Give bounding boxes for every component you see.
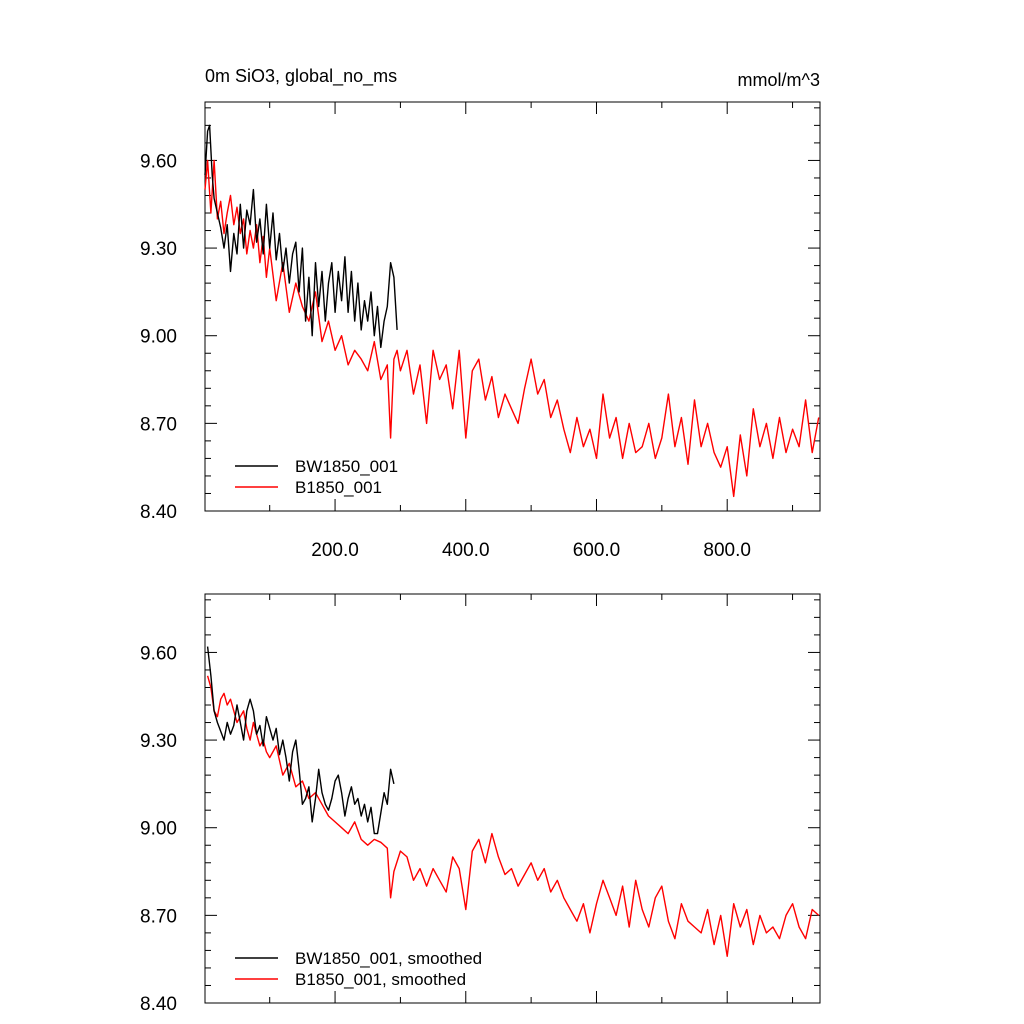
- x-axis: 200.0 400.0 600.0 800.0: [311, 540, 751, 561]
- axis-ticks: [205, 594, 820, 1004]
- plot-frame: [204, 101, 821, 512]
- legend-label: B1850_001, smoothed: [295, 970, 466, 989]
- series-line-bw1850-001: [204, 124, 398, 349]
- legend: BW1850_001 B1850_001: [235, 457, 398, 497]
- x-tick-label: 800.0: [703, 540, 751, 561]
- series-line-b1850-001: [204, 159, 820, 498]
- plot-frame: [204, 593, 821, 1004]
- y-tick-label: 9.60: [140, 643, 177, 664]
- chart-panel-top: 0m SiO3, global_no_ms mmol/m^3 8.40 8.70 9…: [140, 66, 821, 561]
- y-tick-label: 9.00: [140, 327, 177, 348]
- y-tick-label: 9.30: [140, 239, 177, 260]
- y-tick-label: 8.40: [140, 502, 177, 523]
- chart-panel-bottom: 8.40 8.70 9.00 9.30 9.60 BW1850_001, smoothe…: [140, 593, 821, 1015]
- y-tick-label: 9.30: [140, 731, 177, 752]
- legend-label: BW1850_001, smoothed: [295, 949, 482, 968]
- series-line-bw1850-001-smoothed: [206, 646, 395, 835]
- y-axis: 8.40 8.70 9.00 9.30 9.60: [140, 643, 177, 1015]
- plot-lines: [206, 646, 820, 957]
- y-tick-label: 8.70: [140, 414, 177, 435]
- y-tick-label: 8.40: [140, 994, 177, 1015]
- y-tick-label: 8.70: [140, 906, 177, 927]
- x-tick-label: 200.0: [311, 540, 359, 561]
- chart-units: mmol/m^3: [738, 70, 820, 90]
- legend: BW1850_001, smoothed B1850_001, smoothed: [235, 949, 482, 989]
- legend-label: B1850_001: [295, 478, 382, 497]
- chart-title: 0m SiO3, global_no_ms: [205, 66, 397, 87]
- y-tick-label: 9.60: [140, 151, 177, 172]
- series-line-b1850-001-smoothed: [206, 675, 820, 957]
- y-tick-label: 9.00: [140, 819, 177, 840]
- plot-lines: [204, 124, 820, 498]
- y-axis: 8.40 8.70 9.00 9.30 9.60: [140, 151, 177, 523]
- x-tick-label: 400.0: [442, 540, 490, 561]
- x-tick-label: 600.0: [573, 540, 621, 561]
- legend-label: BW1850_001: [295, 457, 398, 476]
